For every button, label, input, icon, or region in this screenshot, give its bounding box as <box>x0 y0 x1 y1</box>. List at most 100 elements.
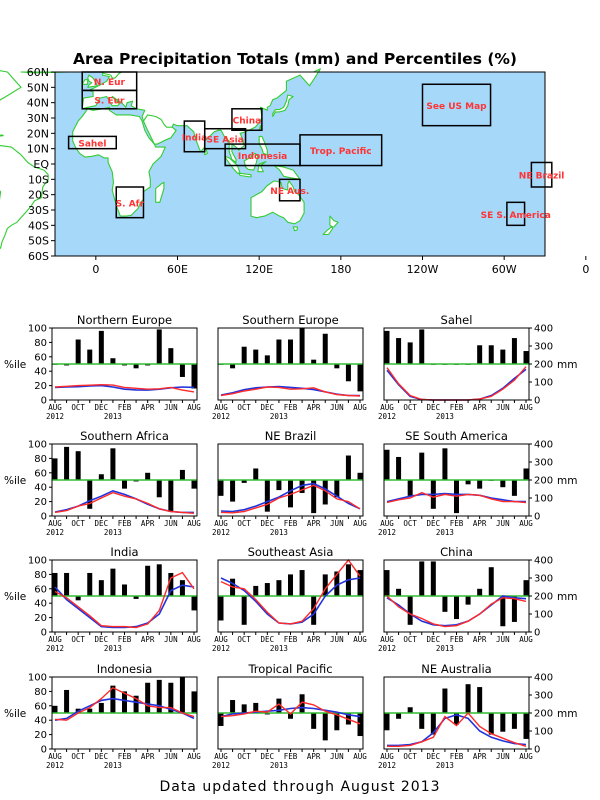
percentile-bar <box>357 713 363 737</box>
y-right-tick-label: 0 <box>534 628 540 639</box>
percentile-bar <box>500 596 506 627</box>
y-left-tick-label: 20 <box>34 613 47 624</box>
lon-tick-label: 120W <box>407 263 439 276</box>
lat-tick-label: 60S <box>28 250 49 263</box>
percentile-bar <box>465 596 471 605</box>
y-left-tick-label: 80 <box>34 570 47 581</box>
x-tick-label: FEB <box>118 519 132 528</box>
percentile-bar <box>264 355 270 364</box>
percentile-bar <box>264 480 270 512</box>
year-label: 2012 <box>212 528 230 537</box>
percentile-bar <box>322 574 328 596</box>
y-right-unit-label: mm <box>557 475 577 487</box>
new-zealand-land <box>329 215 339 228</box>
y-right-tick-label: 200 <box>534 476 553 487</box>
observed-precip-line <box>54 571 195 629</box>
percentile-bar <box>288 574 293 596</box>
percentile-bar <box>218 713 224 726</box>
x-tick-label: JUN <box>330 635 344 644</box>
y-left-tick-label: 0 <box>41 745 47 756</box>
y-left-tick-label: 60 <box>34 352 47 363</box>
percentile-bar <box>241 346 247 364</box>
percentile-bar <box>407 342 413 364</box>
y-right-tick-label: 100 <box>534 494 553 505</box>
normal-precip-line <box>387 713 527 747</box>
x-tick-label: DEC <box>427 635 441 644</box>
percentile-bar <box>488 713 494 735</box>
x-tick-label: JUN <box>164 403 178 412</box>
x-tick-label: JUN <box>330 752 344 761</box>
region-label-indonesia: Indonesia <box>238 152 287 162</box>
y-left-tick-label: 100 <box>28 556 47 567</box>
x-tick-label: FEB <box>450 752 464 761</box>
x-tick-label: AUG <box>380 519 394 528</box>
percentile-bar <box>276 339 282 364</box>
panel-title: China <box>440 545 473 559</box>
percentile-bar <box>168 480 174 512</box>
year-label: 2013 <box>270 644 288 653</box>
panel-title: Sahel <box>441 313 473 327</box>
year-label: 2013 <box>436 761 454 770</box>
panel-title: SE South America <box>405 429 508 443</box>
year-label: 2013 <box>270 761 288 770</box>
year-label: 2013 <box>270 528 288 537</box>
y-left-tick-label: 40 <box>34 599 47 610</box>
year-label: 2013 <box>270 412 288 421</box>
x-tick-label: FEB <box>284 635 298 644</box>
y-left-tick-label: 40 <box>34 483 47 494</box>
x-tick-label: OCT <box>237 519 251 528</box>
y-left-tick-label: 20 <box>34 497 47 508</box>
percentile-bar <box>64 689 70 713</box>
lat-tick-label: 50N <box>27 81 49 94</box>
y-right-tick-label: 300 <box>534 691 553 702</box>
percentile-bar <box>477 345 483 364</box>
y-left-tick-label: 20 <box>34 730 47 741</box>
percentile-bar <box>122 584 127 596</box>
observed-precip-line <box>220 558 361 625</box>
x-tick-label: OCT <box>237 403 251 412</box>
x-tick-label: APR <box>141 519 155 528</box>
percentile-bar <box>357 364 363 392</box>
x-tick-label: APR <box>307 752 321 761</box>
java-land <box>238 172 252 178</box>
lat-tick-label: 40N <box>27 97 49 110</box>
percentile-bar <box>322 713 328 741</box>
africa-land <box>72 106 166 217</box>
y-left-unit-label: %ile <box>4 591 26 603</box>
percentile-bar <box>311 480 317 514</box>
x-tick-label: AUG <box>214 519 228 528</box>
x-tick-label: JUN <box>496 635 510 644</box>
british-isles-land <box>87 74 98 88</box>
x-tick-label: FEB <box>450 635 464 644</box>
percentile-bar <box>122 691 127 713</box>
percentile-bar <box>322 333 328 364</box>
panel-title: Northern Europe <box>77 313 172 327</box>
y-right-tick-label: 400 <box>534 324 553 335</box>
normal-precip-line <box>386 368 527 401</box>
percentile-bar <box>52 458 58 480</box>
percentile-bar <box>511 480 517 496</box>
x-tick-label: DEC <box>261 635 275 644</box>
x-tick-label: JUN <box>496 519 510 528</box>
percentile-bar <box>264 583 270 596</box>
percentile-bar <box>98 474 104 480</box>
percentile-bar <box>98 702 104 713</box>
percentile-bar <box>156 329 162 364</box>
percentile-bar <box>384 713 390 731</box>
percentile-bar <box>253 468 259 480</box>
percentile-bar <box>276 698 282 713</box>
x-tick-label: APR <box>307 635 321 644</box>
x-tick-label: APR <box>141 752 155 761</box>
y-left-tick-label: 60 <box>34 584 47 595</box>
lat-tick-label: 30S <box>28 204 49 217</box>
x-tick-label: AUG <box>187 752 201 761</box>
percentile-bar <box>357 472 363 480</box>
region-label-ne-brazil: NE Brazil <box>519 172 565 182</box>
x-tick-label: OCT <box>71 635 85 644</box>
lat-tick-label: 40S <box>28 219 49 232</box>
